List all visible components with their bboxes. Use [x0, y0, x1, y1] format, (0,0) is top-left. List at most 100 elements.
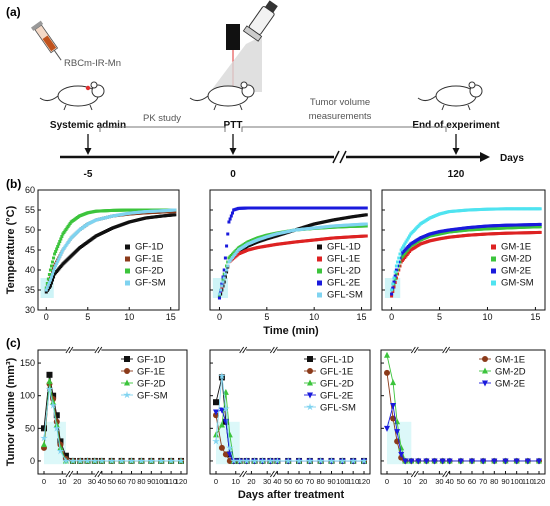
x-tick-label: 100: [336, 477, 349, 486]
mouse-icon: [189, 81, 255, 111]
axis-break-mask: [270, 472, 277, 476]
temperature-chart: 0 5 10 1530354045505560GF-1DGF-1EGF-2DGF-SM…: [5, 185, 319, 337]
data-point: [397, 256, 401, 260]
x-tick-label: 80: [317, 477, 325, 486]
data-point: [502, 458, 509, 465]
data-point: [220, 282, 224, 286]
data-point: [57, 257, 61, 261]
legend-marker: [124, 356, 130, 362]
axis-break-mask: [411, 348, 418, 352]
data-point: [217, 296, 221, 300]
y-tick-label: 50: [25, 423, 35, 433]
x-tick-label: 30: [435, 477, 443, 486]
data-point: [62, 452, 69, 459]
x-tick-label: 10: [482, 312, 492, 322]
data-point: [167, 456, 175, 465]
plot-frame: [209, 349, 371, 475]
x-tick-label: 20: [419, 477, 427, 486]
data-point: [173, 210, 177, 214]
data-point: [53, 252, 57, 256]
data-point: [47, 281, 51, 284]
axis-break: [97, 470, 103, 478]
axis-break: [413, 346, 419, 354]
x-axis-title: Days after treatment: [238, 489, 345, 501]
data-point: [349, 456, 357, 465]
x-tick-label: 0: [42, 477, 46, 486]
data-point: [76, 456, 84, 465]
data-point: [415, 458, 422, 465]
data-point: [538, 230, 542, 234]
data-point: [52, 256, 56, 260]
legend-marker: [482, 356, 488, 362]
axis-break: [94, 470, 100, 478]
x-tick-label: 100: [155, 477, 168, 486]
legend-label: GFL-2D: [320, 379, 354, 390]
legend-marker: [125, 256, 130, 262]
x-tick-label: 70: [127, 477, 135, 486]
legend-marker: [482, 380, 488, 387]
data-point: [400, 246, 404, 250]
y-tick-label: 55: [25, 205, 35, 215]
data-point: [392, 276, 396, 280]
data-point: [226, 232, 230, 236]
data-point: [60, 235, 64, 238]
legend-label: GFL-1D: [320, 355, 354, 366]
event-arrowhead: [229, 148, 237, 155]
data-point: [48, 278, 52, 282]
data-point: [536, 458, 542, 465]
y-tick-label: 60: [25, 185, 35, 195]
data-point: [384, 425, 390, 432]
legend-marker: [125, 268, 130, 274]
data-point: [491, 458, 498, 465]
data-point: [41, 425, 47, 432]
data-point: [55, 247, 59, 251]
x-tick-label: 5: [85, 312, 90, 322]
x-tick-label: 120: [175, 477, 188, 486]
axis-break: [410, 470, 416, 478]
data-point: [394, 264, 398, 268]
axis-break: [242, 346, 248, 354]
y-axis-title: Temperature (°C): [5, 205, 17, 294]
data-point: [513, 458, 520, 465]
legend-label: GF-SM: [135, 278, 166, 289]
panel-c-label: (c): [6, 336, 21, 350]
x-tick-label: 60: [468, 477, 476, 486]
data-point: [218, 372, 226, 380]
data-point: [439, 458, 446, 465]
y-tick-label: 45: [25, 245, 35, 255]
data-point: [47, 273, 51, 276]
x-tick-label: 20: [247, 477, 255, 486]
data-point: [390, 402, 397, 409]
series-GM-2E: [390, 222, 542, 296]
data-point: [98, 456, 106, 465]
series-GFL-2E: [217, 206, 368, 300]
data-point: [177, 456, 185, 465]
legend-label: GFL-1E: [327, 254, 360, 265]
data-point: [54, 250, 58, 253]
x-tick-label: 50: [108, 477, 116, 486]
data-point: [52, 269, 56, 273]
axis-break: [339, 150, 347, 164]
data-point: [48, 284, 52, 288]
axis-break: [272, 470, 278, 478]
axis-break-mask: [411, 472, 418, 476]
axis-break: [445, 346, 451, 354]
event-arrowhead: [84, 148, 92, 155]
tumor-label-line2: measurements: [309, 111, 372, 122]
x-tick-label: 0: [214, 477, 218, 486]
legend-marker: [482, 367, 488, 374]
data-point: [295, 456, 303, 465]
event-title: End of experiment: [412, 120, 500, 131]
tumor-bracket: [241, 126, 447, 132]
data-point: [40, 434, 48, 442]
data-point: [398, 451, 405, 458]
y-axis-title: Tumor volume (mm³): [5, 357, 17, 466]
data-point: [258, 456, 267, 465]
data-point: [46, 283, 50, 287]
legend-label: GFL-2E: [320, 391, 353, 402]
data-point: [220, 284, 224, 288]
tumor-label-line1: Tumor volume: [310, 97, 370, 108]
